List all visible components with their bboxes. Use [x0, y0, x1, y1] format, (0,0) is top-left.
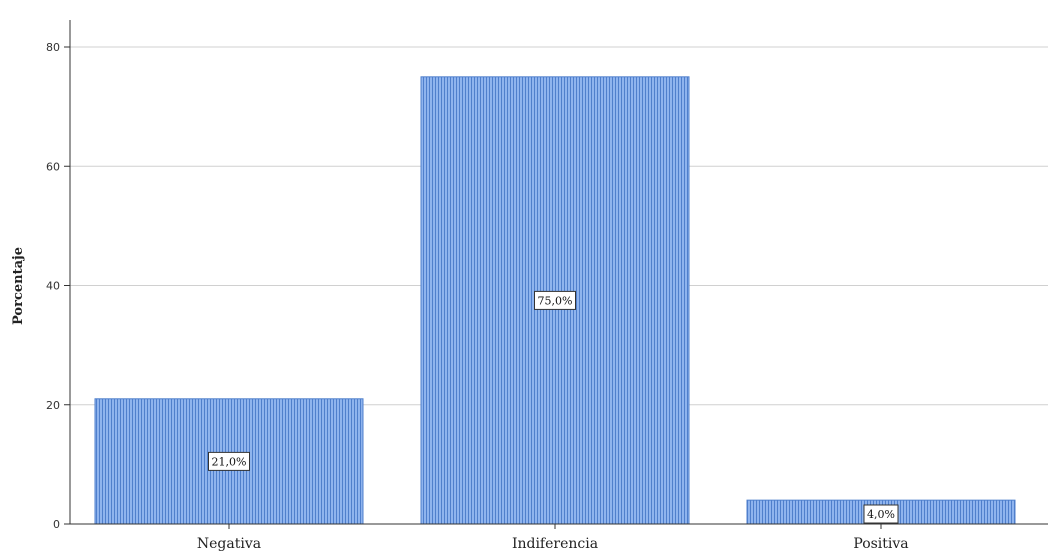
- data-label: 21,0%: [212, 455, 247, 468]
- data-labels: 21,0% 75,0% 4,0%: [208, 290, 899, 524]
- x-tick-label: Positiva: [853, 536, 908, 552]
- y-tick-label: 0: [53, 518, 60, 531]
- y-tick-label: 60: [46, 160, 60, 173]
- data-label: 75,0%: [538, 294, 573, 307]
- y-tick-label: 80: [46, 41, 60, 54]
- data-label: 4,0%: [867, 508, 895, 521]
- data-label-box: [534, 290, 576, 310]
- axes: 0 20 40 60 80 Negativa Indiferencia Positiva: [46, 20, 1048, 552]
- x-tick-label: Indiferencia: [512, 536, 598, 552]
- y-axis-title: Porcentaje: [11, 247, 26, 325]
- y-tick-label: 40: [46, 280, 60, 293]
- y-tick-label: 20: [46, 399, 60, 412]
- data-label-box: [863, 504, 899, 524]
- x-tick-label: Negativa: [197, 536, 261, 552]
- data-label-box: [208, 451, 250, 471]
